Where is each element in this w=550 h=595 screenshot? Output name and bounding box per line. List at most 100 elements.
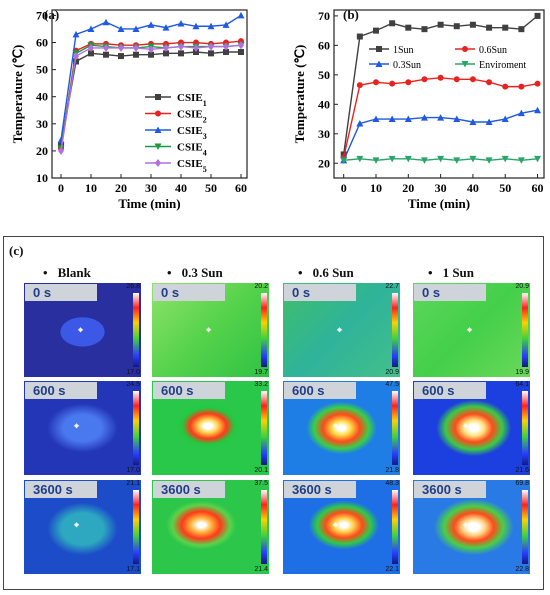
x-tick-label: 20 [402, 181, 414, 195]
data-point [469, 76, 476, 83]
data-point [133, 51, 139, 58]
scale-min-value: 19.9 [515, 369, 529, 376]
data-point [405, 79, 412, 86]
scale-min-value: 22.1 [385, 566, 399, 573]
thermal-column-label: Blank [57, 265, 91, 280]
data-point [534, 106, 542, 114]
data-point [178, 42, 184, 51]
thermal-time-label: 0 s [153, 284, 225, 301]
data-point [486, 79, 493, 86]
legend-marker [154, 126, 162, 133]
bullet-icon: • [428, 265, 433, 280]
legend-marker [155, 94, 161, 100]
thermal-image: 0 s 26.8 17.0 ⌖ [23, 282, 142, 378]
crosshair-icon: ⌖ [466, 326, 473, 336]
x-axis-label: Time (min) [118, 196, 180, 211]
scale-max-value: 20.9 [515, 283, 529, 290]
bullet-icon: • [167, 265, 172, 280]
x-tick-label: 20 [115, 181, 127, 195]
data-point [404, 115, 412, 123]
x-tick-label: 10 [85, 181, 97, 195]
data-point [148, 51, 154, 58]
scale-max-value: 48.3 [385, 480, 399, 487]
legend-entry: CSIE1 [177, 92, 207, 108]
legend-entry: CSIE5 [177, 158, 207, 174]
thermal-image: 600 s 47.5 21.8 ⌖ [282, 380, 401, 476]
data-point [193, 43, 199, 52]
data-point [88, 50, 94, 57]
data-point [72, 30, 80, 38]
data-point [163, 43, 169, 52]
data-point [133, 43, 139, 52]
x-axis-label: Time (min) [408, 196, 470, 211]
data-point [437, 21, 444, 28]
thermal-time-label: 0 s [25, 284, 97, 301]
series-line [60, 44, 242, 152]
x-tick-label: 40 [467, 181, 479, 195]
crosshair-icon: ⌖ [462, 422, 469, 432]
scale-min-value: 20.1 [254, 467, 268, 474]
data-point [222, 21, 230, 28]
data-point [420, 157, 428, 164]
thermal-column-label: 0.3 Sun [181, 265, 223, 280]
crosshair-icon: ⌖ [201, 521, 208, 531]
bullet-icon: • [43, 265, 48, 280]
x-tick-label: 0 [341, 181, 347, 195]
data-point [437, 114, 445, 121]
data-point [437, 74, 444, 81]
color-scale-bar [133, 391, 139, 465]
data-point [118, 53, 124, 60]
data-point [469, 118, 477, 125]
data-point [163, 50, 169, 57]
crosshair-icon: ⌖ [462, 521, 469, 531]
data-point [162, 24, 170, 31]
data-point [73, 58, 79, 65]
color-scale-bar [392, 490, 398, 564]
thermal-image-panel: (c) • Blank 0 s 26.8 17.0 ⌖ 600 s 24.5 17.0 ⌖ 3600… [3, 236, 544, 590]
y-tick-label: 50 [318, 68, 330, 82]
thermal-image: 3600 s 69.8 22.8 ⌖ [412, 479, 531, 575]
legend-entry: 0.3Sun [393, 60, 421, 71]
y-tick-label: 60 [36, 36, 48, 50]
data-point [102, 18, 110, 26]
data-point [469, 155, 477, 163]
chart-b: 0 10 20 30 40 50 60 20 30 40 50 60 70 Time (min) Tempe… [292, 9, 545, 211]
data-point [88, 43, 94, 52]
color-scale-bar [522, 490, 528, 564]
legend-marker [462, 46, 468, 52]
chart-a: 0 10 20 30 40 50 60 10 20 30 40 50 60 70 Time (min) Tem… [10, 8, 248, 211]
data-point [208, 50, 214, 57]
data-point [486, 24, 493, 31]
color-scale-bar [392, 293, 398, 367]
scale-min-value: 19.7 [254, 369, 268, 376]
color-scale-bar [522, 293, 528, 367]
data-point [405, 24, 412, 31]
legend-entry: Enviroment [479, 60, 526, 71]
data-point [502, 24, 509, 31]
scale-min-value: 17.0 [126, 467, 140, 474]
data-point [58, 146, 64, 155]
data-point [373, 27, 379, 34]
panel-b-label: (b) [343, 7, 359, 22]
plot-frame [333, 9, 545, 179]
data-point [132, 25, 140, 32]
series-line [60, 14, 242, 141]
color-scale-bar [261, 490, 267, 564]
color-scale-bar [261, 391, 267, 465]
thermal-time-label: 0 s [284, 284, 356, 301]
data-point [518, 26, 525, 33]
data-point [178, 50, 184, 57]
data-point [469, 21, 476, 28]
data-point [208, 42, 214, 51]
scale-max-value: 22.7 [385, 283, 399, 290]
bullet-icon: • [298, 265, 303, 280]
scale-min-value: 21.8 [385, 467, 399, 474]
x-tick-label: 50 [205, 181, 217, 195]
data-point [485, 118, 493, 125]
thermal-image: 600 s 24.5 17.0 ⌖ [23, 380, 142, 476]
legend-entry: 0.6Sun [479, 45, 507, 56]
data-point [193, 49, 199, 55]
data-point [453, 23, 460, 30]
thermal-column-label: 0.6 Sun [312, 265, 354, 280]
legend-entry: 1Sun [393, 45, 414, 56]
